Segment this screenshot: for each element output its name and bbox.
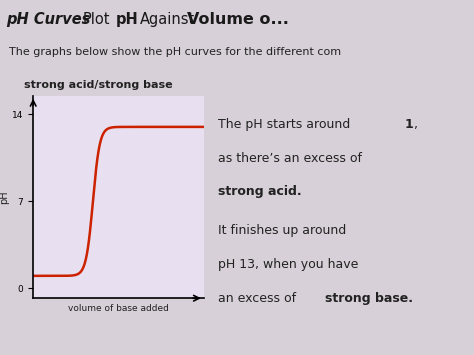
Text: Volume o...: Volume o...	[187, 12, 289, 27]
Y-axis label: pH: pH	[0, 190, 9, 204]
Text: Against: Against	[140, 12, 195, 27]
Text: as there’s an excess of: as there’s an excess of	[219, 152, 362, 164]
Text: pH: pH	[116, 12, 139, 27]
Text: an excess of: an excess of	[219, 291, 301, 305]
Text: The pH starts around: The pH starts around	[219, 118, 355, 131]
Text: Plot: Plot	[83, 12, 110, 27]
Text: strong base.: strong base.	[325, 291, 413, 305]
Text: It finishes up around: It finishes up around	[219, 224, 346, 237]
Text: strong acid/strong base: strong acid/strong base	[24, 80, 173, 90]
Text: strong acid.: strong acid.	[219, 185, 302, 198]
Text: ,: ,	[414, 118, 418, 131]
Text: pH Curves: pH Curves	[6, 12, 90, 27]
Text: pH 13, when you have: pH 13, when you have	[219, 258, 359, 271]
Text: 1: 1	[405, 118, 413, 131]
Text: The graphs below show the pH curves for the different com: The graphs below show the pH curves for …	[9, 47, 342, 57]
X-axis label: volume of base added: volume of base added	[68, 304, 169, 313]
